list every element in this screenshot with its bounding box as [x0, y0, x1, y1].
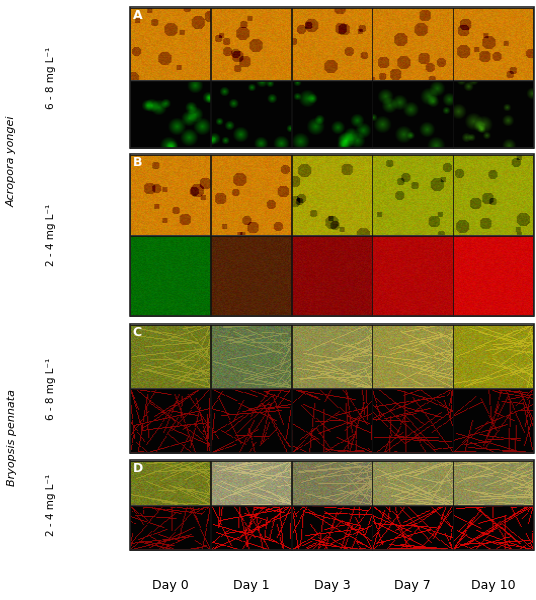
Text: D: D — [133, 462, 143, 475]
Text: Bryopsis pennata: Bryopsis pennata — [7, 389, 17, 485]
Text: Day 0: Day 0 — [152, 578, 189, 592]
Text: Day 7: Day 7 — [394, 578, 431, 592]
Text: 6 - 8 mg L⁻¹: 6 - 8 mg L⁻¹ — [46, 46, 56, 109]
Text: 6 - 8 mg L⁻¹: 6 - 8 mg L⁻¹ — [46, 358, 56, 419]
Text: Day 1: Day 1 — [233, 578, 270, 592]
Text: Day 3: Day 3 — [314, 578, 351, 592]
Text: Acropora yongei: Acropora yongei — [7, 116, 17, 207]
Text: 2 - 4 mg L⁻¹: 2 - 4 mg L⁻¹ — [46, 204, 56, 266]
Text: 2 - 4 mg L⁻¹: 2 - 4 mg L⁻¹ — [46, 474, 56, 536]
Text: A: A — [133, 9, 142, 22]
Text: Day 10: Day 10 — [471, 578, 516, 592]
Text: B: B — [133, 156, 142, 169]
Text: C: C — [133, 326, 142, 339]
